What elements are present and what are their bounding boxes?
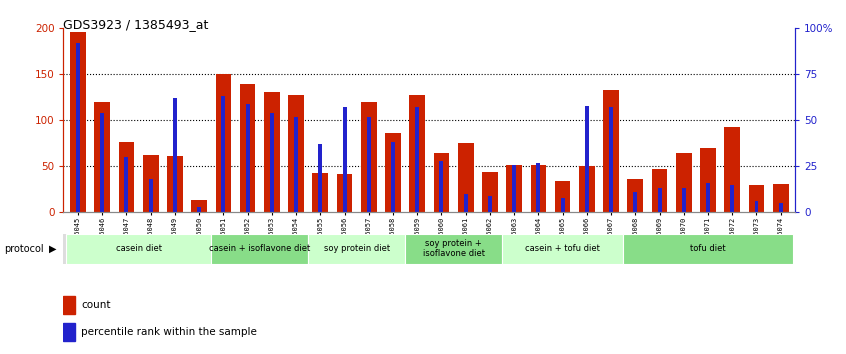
Bar [624, 234, 793, 264]
Bar [191, 200, 207, 212]
Bar [482, 172, 497, 212]
Bar [585, 105, 589, 212]
Bar [76, 43, 80, 212]
Bar [555, 181, 570, 212]
Bar [730, 185, 734, 212]
Text: soy protein +
isoflavone diet: soy protein + isoflavone diet [422, 239, 485, 258]
Bar [337, 174, 353, 212]
Text: percentile rank within the sample: percentile rank within the sample [81, 327, 257, 337]
Bar [143, 155, 158, 212]
Bar [63, 324, 75, 341]
Bar [70, 32, 85, 212]
Bar [634, 192, 637, 212]
Bar [682, 188, 686, 212]
Bar [118, 142, 135, 212]
Bar [101, 113, 104, 212]
Bar [294, 117, 298, 212]
Bar [506, 165, 522, 212]
Bar [603, 90, 619, 212]
Bar [536, 163, 541, 212]
Bar [778, 203, 783, 212]
Bar [391, 142, 395, 212]
Bar [439, 161, 443, 212]
Bar [512, 165, 516, 212]
Bar [749, 185, 764, 212]
Bar [405, 234, 502, 264]
Bar [773, 184, 788, 212]
Bar [367, 117, 371, 212]
Text: ▶: ▶ [49, 244, 57, 254]
Bar [464, 194, 468, 212]
Text: GDS3923 / 1385493_at: GDS3923 / 1385493_at [63, 18, 209, 31]
Bar [530, 165, 547, 212]
Text: count: count [81, 300, 111, 310]
Bar [700, 148, 716, 212]
Bar [579, 166, 595, 212]
Bar [95, 102, 110, 212]
Bar [657, 188, 662, 212]
Bar [415, 108, 420, 212]
Bar [561, 198, 564, 212]
Bar [312, 173, 328, 212]
Bar [216, 74, 231, 212]
Bar [706, 183, 710, 212]
Bar [222, 96, 225, 212]
Text: casein + isoflavone diet: casein + isoflavone diet [209, 244, 310, 253]
Bar [239, 84, 255, 212]
Bar [173, 98, 177, 212]
Bar [755, 201, 758, 212]
Bar [212, 234, 308, 264]
Bar [676, 153, 692, 212]
Bar [434, 153, 449, 212]
Bar [264, 92, 280, 212]
Bar [63, 296, 75, 314]
Bar [458, 143, 474, 212]
Bar [124, 157, 129, 212]
Bar [488, 196, 492, 212]
Bar [502, 234, 624, 264]
Bar [270, 113, 274, 212]
Bar [245, 104, 250, 212]
Bar [724, 127, 740, 212]
Bar [343, 108, 347, 212]
Text: tofu diet: tofu diet [690, 244, 726, 253]
Bar [628, 179, 643, 212]
Bar [197, 207, 201, 212]
Text: casein + tofu diet: casein + tofu diet [525, 244, 600, 253]
Bar [609, 108, 613, 212]
Text: soy protein diet: soy protein diet [323, 244, 390, 253]
Bar [409, 95, 425, 212]
Bar [385, 133, 401, 212]
Bar [308, 234, 405, 264]
Bar [288, 95, 304, 212]
Text: casein diet: casein diet [116, 244, 162, 253]
Bar [651, 169, 667, 212]
Bar [66, 234, 212, 264]
Text: protocol: protocol [4, 244, 44, 254]
Bar [149, 179, 152, 212]
Bar [167, 156, 183, 212]
Bar [318, 144, 322, 212]
Bar [361, 102, 376, 212]
